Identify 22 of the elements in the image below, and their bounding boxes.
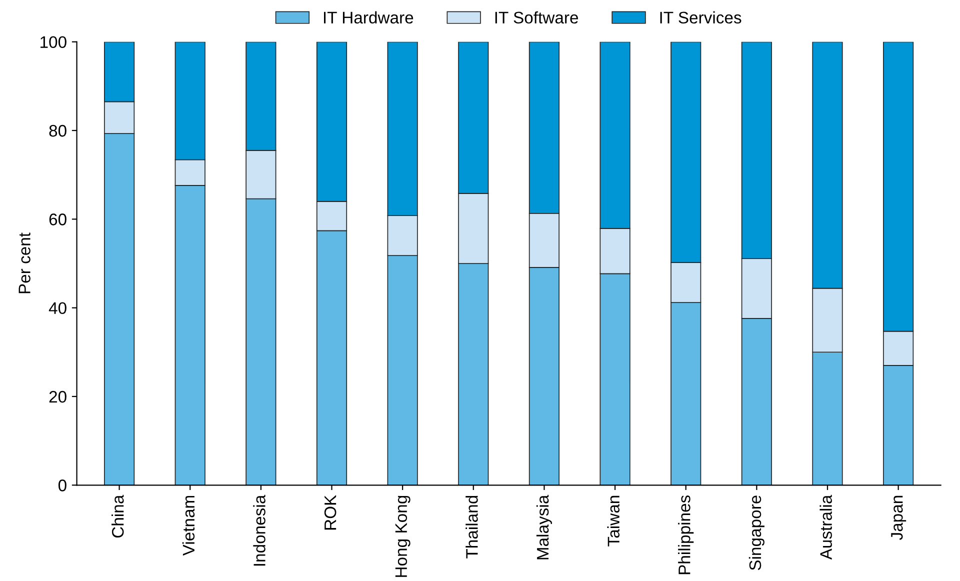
x-tick-label: Hong Kong	[395, 496, 410, 577]
legend-label: IT Software	[495, 11, 578, 24]
y-tick-label: 60	[49, 214, 66, 226]
x-tick-label: Indonesia	[253, 494, 266, 566]
legend-label: IT Services	[660, 11, 742, 24]
x-tick-label: Taiwan	[607, 496, 620, 546]
y-tick-label: 80	[49, 124, 66, 137]
x-tick-label: Thailand	[466, 496, 478, 558]
x-tick-label: ROK	[324, 495, 336, 530]
y-tick-label: 0	[58, 480, 66, 492]
y-tick-label: 20	[49, 390, 66, 403]
x-tick-label: Australia	[820, 494, 832, 560]
y-tick-label: 100	[40, 36, 66, 48]
y-axis-title: Per cent	[18, 232, 30, 294]
x-tick-label: Singapore	[748, 496, 764, 570]
x-tick-label: Malaysia	[536, 494, 552, 560]
x-tick-label: Vietnam	[182, 496, 195, 556]
x-tick-label: Philippines	[678, 495, 694, 574]
x-tick-label: China	[112, 494, 124, 538]
legend-label: IT Hardware	[324, 11, 414, 24]
x-tick-label: Japan	[891, 496, 906, 540]
y-tick-label: 40	[48, 302, 66, 314]
